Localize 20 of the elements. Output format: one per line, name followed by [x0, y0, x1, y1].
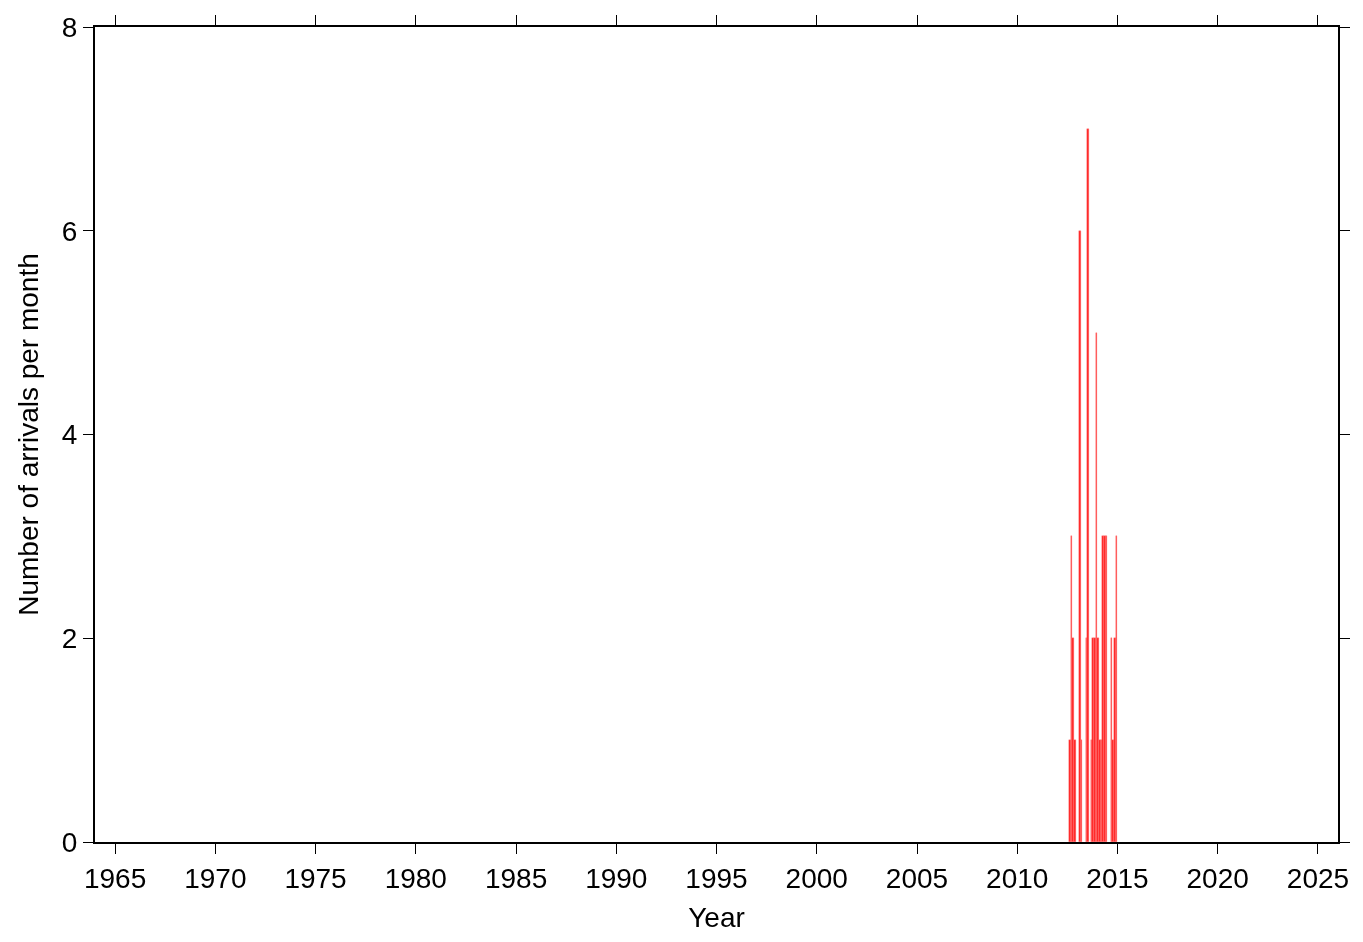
x-tick-label: 1970: [184, 862, 247, 894]
y-axis-title: Number of arrivals per month: [13, 253, 45, 616]
x-axis-title: Year: [688, 902, 745, 934]
y-tick-label: 6: [61, 215, 78, 247]
y-tick-label: 8: [61, 11, 78, 43]
x-tick-label: 1995: [685, 862, 748, 894]
x-tick-label: 1990: [585, 862, 648, 894]
x-tick-label: 2025: [1286, 862, 1350, 894]
y-tick-label: 4: [61, 419, 78, 451]
x-tick-label: 2010: [986, 862, 1049, 894]
x-tick-label: 2005: [885, 862, 949, 894]
x-tick-label: 1965: [83, 862, 147, 894]
x-tick-label: 1980: [384, 862, 447, 894]
x-tick-label: 1985: [484, 862, 548, 894]
x-tick-label: 2000: [785, 862, 848, 894]
x-tick-label: 2020: [1186, 862, 1249, 894]
y-tick-label: 2: [61, 623, 78, 655]
y-tick-label: 0: [61, 826, 78, 858]
x-tick-label: 1975: [284, 862, 347, 894]
x-tick-label: 2015: [1086, 862, 1149, 894]
